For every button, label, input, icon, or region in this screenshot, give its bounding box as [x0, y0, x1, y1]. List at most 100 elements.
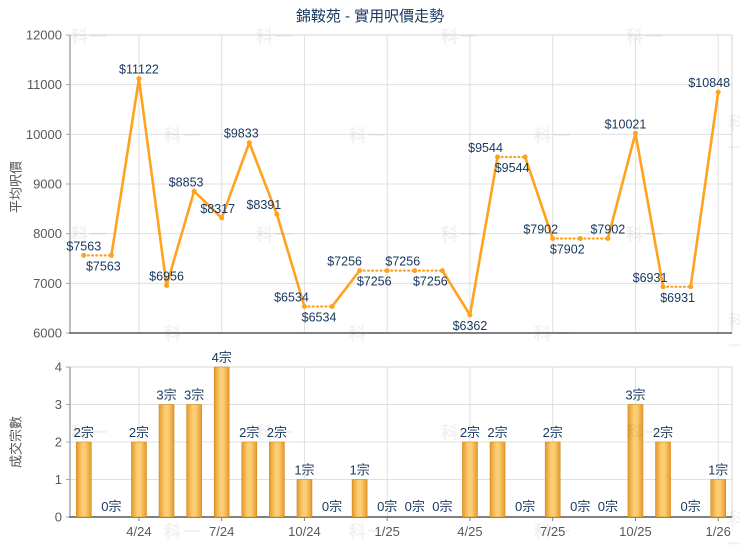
- volume-bar-label: 0宗: [322, 499, 342, 514]
- price-point-marker[interactable]: [632, 130, 638, 136]
- price-point-marker[interactable]: [357, 268, 363, 274]
- volume-bar[interactable]: [241, 441, 258, 518]
- price-point-marker[interactable]: [329, 303, 335, 309]
- price-point-marker[interactable]: [605, 236, 611, 242]
- price-point-label: $9833: [224, 127, 259, 141]
- price-point-label: $7256: [357, 275, 392, 289]
- price-point-marker[interactable]: [164, 283, 170, 289]
- x-tick-label: 4/24: [126, 524, 151, 539]
- price-line-segment: [606, 131, 637, 240]
- volume-bar[interactable]: [269, 441, 285, 518]
- price-point-label: $8317: [200, 202, 235, 216]
- price-point-marker[interactable]: [688, 284, 694, 290]
- volume-bar[interactable]: [75, 441, 92, 518]
- volume-bar-label: 3宗: [184, 388, 204, 403]
- price-line-segment: [523, 155, 555, 240]
- volume-bar-label: 2宗: [267, 425, 287, 440]
- price-point-marker[interactable]: [522, 154, 528, 160]
- volume-bar-label: 0宗: [377, 499, 397, 514]
- volume-bar-label: 1宗: [708, 463, 728, 478]
- volume-bar[interactable]: [213, 366, 230, 518]
- y-tick-label: 9000: [33, 177, 62, 192]
- volume-bar-label: 0宗: [432, 499, 452, 514]
- price-line-segment: [689, 90, 720, 289]
- volume-bar[interactable]: [489, 441, 506, 518]
- y-tick-label: 4: [55, 360, 62, 375]
- volume-bar[interactable]: [158, 404, 175, 518]
- price-point-marker[interactable]: [191, 188, 197, 194]
- price-point-label: $10021: [605, 117, 647, 131]
- price-point-marker[interactable]: [550, 236, 556, 242]
- volume-bar[interactable]: [462, 441, 478, 518]
- price-point-label: $6931: [633, 271, 668, 285]
- price-point-label: $11122: [119, 63, 159, 77]
- price-point-label: $7563: [66, 239, 101, 253]
- price-point-label: $6362: [453, 319, 488, 333]
- price-point-marker[interactable]: [384, 268, 390, 274]
- volume-bar[interactable]: [544, 441, 561, 518]
- price-point-marker[interactable]: [274, 211, 280, 217]
- x-tick-label: 10/24: [288, 524, 321, 539]
- volume-y-axis-title: 成交宗數: [8, 415, 24, 469]
- volume-bar[interactable]: [131, 441, 147, 518]
- price-point-marker[interactable]: [246, 140, 252, 146]
- price-line-segment: [247, 141, 279, 216]
- y-tick-label: 3: [55, 397, 62, 412]
- volume-bar[interactable]: [627, 404, 644, 518]
- volume-bar-label: 2宗: [487, 425, 507, 440]
- price-point-label: $7902: [523, 223, 558, 237]
- x-tick-label: 4/25: [457, 524, 482, 539]
- price-point-marker[interactable]: [81, 252, 87, 258]
- chart-title: 錦鞍苑 - 實用呎價走勢: [295, 8, 445, 25]
- price-point-label: $7256: [413, 275, 448, 289]
- price-point-label: $7902: [550, 243, 585, 257]
- price-point-marker[interactable]: [108, 252, 114, 258]
- x-tick-label: 7/25: [540, 524, 565, 539]
- price-point-label: $7902: [590, 223, 625, 237]
- volume-bar-label: 0宗: [681, 499, 701, 514]
- y-tick-label: 7000: [33, 276, 62, 291]
- volume-chart: 4 3 2 1 0 2宗 0宗 2宗 3宗 3宗 4宗 2宗 2宗 1宗 0宗 1宗 0宗 0宗 0宗 2宗 2宗 0宗 2…: [55, 350, 733, 539]
- volume-bar[interactable]: [710, 479, 727, 518]
- volume-bar-label: 4宗: [212, 350, 232, 365]
- volume-bar-label: 0宗: [101, 499, 121, 514]
- price-line-segment: [137, 77, 168, 287]
- volume-bar[interactable]: [186, 404, 202, 518]
- price-point-marker[interactable]: [301, 303, 307, 309]
- price-line-segment: [441, 269, 472, 317]
- price-point-marker[interactable]: [495, 154, 501, 160]
- price-point-label: $6534: [274, 290, 309, 304]
- price-line-segment: [634, 131, 665, 289]
- price-line-segment: [275, 212, 306, 308]
- price-point-marker[interactable]: [136, 76, 142, 82]
- x-tick-label: 7/24: [209, 524, 234, 539]
- y-tick-label: 6000: [33, 326, 62, 341]
- price-point-label: $6956: [149, 270, 184, 284]
- volume-bar-label: 2宗: [129, 425, 149, 440]
- price-line-segment: [165, 190, 196, 287]
- price-point-marker[interactable]: [412, 268, 418, 274]
- price-point-marker[interactable]: [467, 312, 473, 318]
- volume-bar[interactable]: [296, 479, 313, 518]
- volume-bar-label: 2宗: [239, 425, 259, 440]
- price-point-label: $7256: [327, 255, 362, 269]
- volume-bar[interactable]: [655, 441, 671, 518]
- y-tick-label: 0: [55, 510, 62, 525]
- volume-bar[interactable]: [351, 479, 368, 518]
- price-point-label: $6534: [302, 310, 337, 324]
- price-point-marker[interactable]: [439, 268, 445, 274]
- y-tick-label: 11000: [27, 77, 62, 92]
- price-point-marker[interactable]: [660, 284, 666, 290]
- price-line-segment: [192, 190, 224, 220]
- price-line-segment: [330, 269, 361, 308]
- volume-bar-label: 0宗: [515, 499, 535, 514]
- price-point-label: $8853: [169, 175, 204, 189]
- price-point-marker[interactable]: [577, 236, 583, 242]
- price-point-label: $6931: [660, 291, 695, 305]
- price-point-marker[interactable]: [219, 215, 225, 221]
- volume-bar-label: 3宗: [625, 388, 645, 403]
- y-tick-label: 12000: [26, 28, 62, 43]
- price-point-marker[interactable]: [715, 89, 721, 95]
